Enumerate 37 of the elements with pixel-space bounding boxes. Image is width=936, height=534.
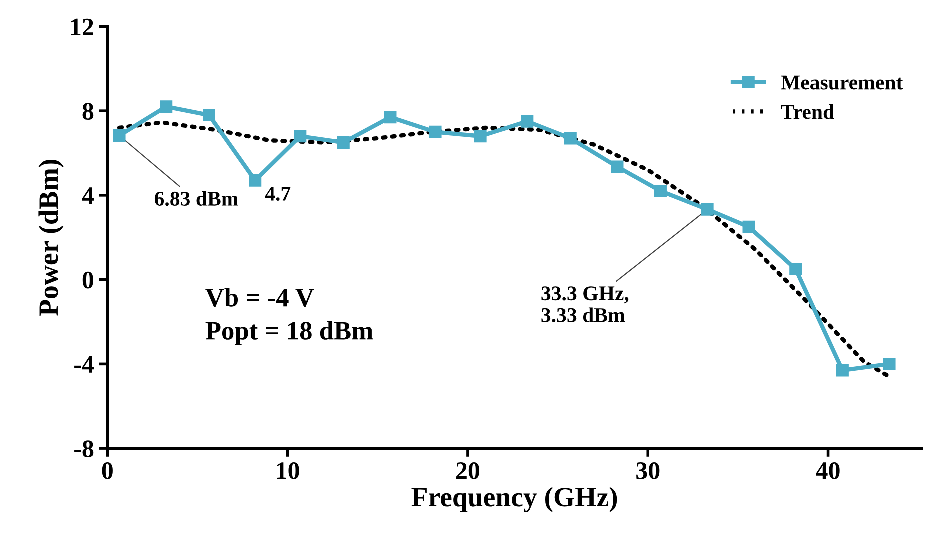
legend-label: Measurement	[781, 76, 904, 90]
point	[521, 115, 534, 128]
point	[203, 109, 216, 122]
y-tick-label: 12	[71, 18, 94, 36]
y-tick-label: -4	[74, 356, 94, 373]
point	[384, 111, 397, 124]
point	[429, 126, 442, 138]
point	[654, 184, 667, 198]
y-axis-title: Power (dBm)	[38, 160, 64, 316]
point	[294, 130, 307, 143]
y-tick-label: 8	[82, 103, 94, 120]
point	[249, 174, 262, 187]
annotation: Vb = -4 V Popt = 18 dBm	[206, 288, 374, 346]
point	[742, 220, 756, 234]
x-axis-title: Frequency (GHz)	[412, 487, 618, 512]
point	[474, 130, 487, 143]
y-tick-label: -8	[74, 440, 94, 458]
point	[564, 132, 577, 145]
legend-label: Trend	[781, 104, 834, 120]
point	[701, 203, 714, 216]
point	[883, 358, 896, 370]
annotation: 6.83 dBm	[154, 191, 238, 206]
x-tick-label: 30	[636, 462, 660, 480]
annotation: 4.7	[265, 186, 291, 201]
point	[836, 364, 849, 377]
point	[113, 130, 126, 142]
x-tick-label: 40	[816, 462, 840, 480]
x-tick-label: 20	[456, 462, 480, 480]
x-tick-label: 10	[277, 462, 300, 480]
y-tick-label: 4	[82, 188, 94, 204]
x-tick-label: 0	[102, 462, 113, 480]
point	[337, 136, 350, 149]
y-tick-label: 0	[82, 272, 94, 289]
point	[790, 263, 802, 276]
point	[160, 100, 173, 114]
point	[611, 160, 624, 174]
annotation: 33.3 GHz, 3.33 dBm	[542, 286, 629, 322]
